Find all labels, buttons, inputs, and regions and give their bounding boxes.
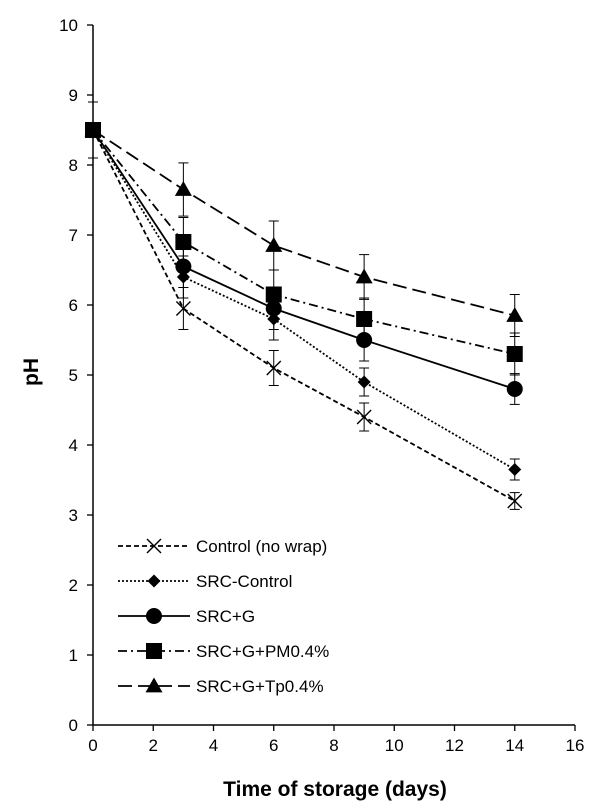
x-tick-label: 2 bbox=[149, 736, 158, 755]
legend-entry: SRC+G+PM0.4% bbox=[118, 642, 329, 661]
legend-marker bbox=[146, 608, 162, 624]
y-tick-label: 9 bbox=[69, 86, 78, 105]
data-point bbox=[84, 121, 102, 137]
legend-label: SRC+G bbox=[196, 607, 255, 626]
series-markers bbox=[84, 121, 524, 509]
data-point bbox=[265, 286, 282, 303]
legend-entry: SRC+G+Tp0.4% bbox=[118, 677, 324, 696]
y-axis-title: pH bbox=[20, 358, 43, 386]
data-point bbox=[175, 234, 192, 250]
series-line bbox=[92, 129, 516, 390]
series-line bbox=[92, 129, 515, 317]
y-tick-label: 8 bbox=[69, 156, 78, 175]
legend-label: SRC+G+Tp0.4% bbox=[196, 677, 324, 696]
series-line bbox=[92, 129, 515, 355]
data-point bbox=[356, 311, 373, 327]
error-bars bbox=[88, 101, 520, 510]
y-tick-label: 10 bbox=[59, 16, 78, 35]
legend-entry: SRC+G bbox=[118, 607, 255, 626]
legend-marker bbox=[145, 677, 163, 693]
x-tick-label: 8 bbox=[329, 736, 338, 755]
data-point bbox=[356, 409, 372, 425]
legend-marker bbox=[146, 643, 162, 659]
data-point bbox=[506, 381, 523, 397]
legend-label: SRC+G+PM0.4% bbox=[196, 642, 329, 661]
data-point bbox=[265, 300, 282, 317]
data-point bbox=[175, 301, 191, 316]
data-point bbox=[175, 258, 192, 275]
legend-marker bbox=[147, 574, 161, 588]
data-point bbox=[506, 307, 524, 322]
x-tick-label: 16 bbox=[566, 736, 585, 755]
y-tick-label: 2 bbox=[69, 576, 78, 595]
series-line bbox=[92, 129, 516, 502]
data-point bbox=[357, 375, 371, 389]
y-tick-label: 0 bbox=[69, 716, 78, 735]
data-point bbox=[355, 268, 373, 284]
data-point bbox=[174, 181, 192, 196]
legend-label: SRC-Control bbox=[196, 572, 292, 591]
y-tick-label: 4 bbox=[69, 436, 78, 455]
x-tick-label: 14 bbox=[505, 736, 524, 755]
legend-label: Control (no wrap) bbox=[196, 537, 327, 556]
legend-entry: SRC-Control bbox=[118, 572, 292, 591]
data-point bbox=[507, 493, 523, 509]
x-tick-label: 0 bbox=[88, 736, 97, 755]
legend: Control (no wrap) SRC-Control SRC+G SRC+G+P… bbox=[118, 537, 329, 696]
y-tick-label: 7 bbox=[69, 226, 78, 245]
legend-marker bbox=[146, 538, 162, 554]
data-point bbox=[508, 463, 522, 476]
x-tick-label: 10 bbox=[385, 736, 404, 755]
data-point bbox=[266, 360, 282, 376]
x-tick-label: 12 bbox=[445, 736, 464, 755]
x-tick-label: 6 bbox=[269, 736, 278, 755]
y-tick-label: 5 bbox=[69, 366, 78, 385]
x-tick-label: 4 bbox=[209, 736, 218, 755]
y-tick-label: 6 bbox=[69, 296, 78, 315]
x-axis-title: Time of storage (days) bbox=[223, 778, 447, 801]
y-tick-label: 1 bbox=[69, 646, 78, 665]
data-point bbox=[506, 346, 523, 362]
data-point bbox=[265, 237, 283, 252]
series-lines bbox=[92, 129, 516, 502]
y-tick-label: 3 bbox=[69, 506, 78, 525]
legend-entry: Control (no wrap) bbox=[118, 537, 327, 556]
data-point bbox=[356, 332, 373, 348]
